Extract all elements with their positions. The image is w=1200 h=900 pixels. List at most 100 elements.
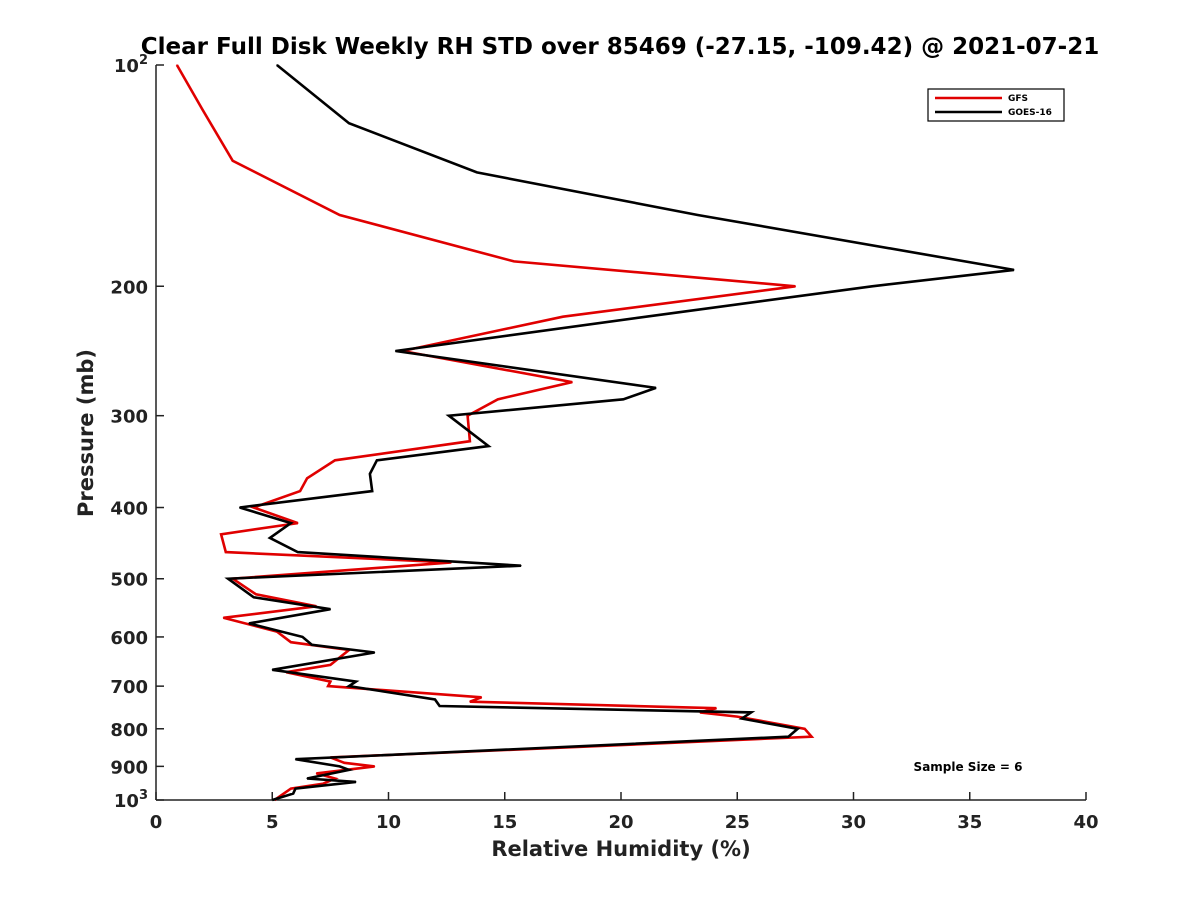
- data-point-goes-16: [1013, 269, 1015, 271]
- data-point-goes-16: [376, 459, 378, 461]
- legend-label-gfs: GFS: [1008, 94, 1028, 104]
- legend: GFS GOES-16: [927, 88, 1065, 122]
- data-point-gfs: [255, 593, 257, 595]
- data-point-goes-16: [301, 636, 304, 638]
- data-point-gfs: [334, 777, 336, 780]
- data-point-gfs: [329, 664, 331, 666]
- data-point-gfs: [374, 765, 376, 768]
- y-tick-label: 102: [114, 53, 148, 77]
- data-point-gfs: [290, 641, 292, 643]
- data-point-gfs: [571, 381, 573, 383]
- data-point-goes-16: [369, 473, 371, 475]
- data-point-goes-16: [439, 705, 441, 707]
- data-point-gfs: [232, 160, 234, 162]
- y-axis-label: Pressure (mb): [74, 349, 98, 517]
- data-point-gfs: [467, 415, 469, 417]
- x-tick-label: 30: [841, 812, 866, 833]
- data-point-goes-16: [339, 765, 341, 768]
- data-point-gfs: [201, 109, 204, 111]
- data-point-goes-16: [394, 350, 397, 352]
- data-point-goes-16: [655, 387, 657, 389]
- data-point-gfs: [329, 681, 331, 683]
- y-tick-label: 600: [110, 628, 148, 649]
- data-point-goes-16: [271, 669, 273, 671]
- y-axis-ticks: 102 200 300 400 500 600 700 800 900 103: [110, 53, 164, 812]
- x-tick-label: 25: [725, 812, 750, 833]
- data-point-goes-16: [276, 64, 278, 66]
- data-point-gfs: [794, 285, 797, 287]
- data-point-goes-16: [292, 793, 294, 795]
- data-point-gfs: [253, 506, 255, 509]
- data-point-gfs: [562, 316, 564, 318]
- data-point-goes-16: [666, 313, 669, 315]
- data-point-gfs: [497, 398, 499, 400]
- data-point-goes-16: [487, 445, 490, 447]
- data-point-gfs: [220, 533, 222, 535]
- legend-label-goes-16: GOES-16: [1008, 108, 1052, 118]
- chart-title: Clear Full Disk Weekly RH STD over 85469…: [141, 34, 1099, 60]
- y-tick-label: 300: [110, 407, 148, 428]
- data-point-goes-16: [248, 622, 250, 625]
- data-point-goes-16: [294, 788, 297, 790]
- data-point-gfs: [343, 762, 345, 764]
- data-point-goes-16: [750, 711, 752, 714]
- data-point-gfs: [225, 551, 227, 553]
- data-point-goes-16: [348, 685, 350, 687]
- x-tick-label: 10: [376, 812, 401, 833]
- data-point-goes-16: [227, 578, 229, 580]
- data-point-goes-16: [306, 777, 308, 780]
- y-tick-label: 800: [110, 720, 148, 741]
- series-layer: [175, 63, 1015, 802]
- x-tick-label: 0: [150, 812, 163, 833]
- data-point-goes-16: [787, 736, 790, 738]
- data-point-goes-16: [476, 171, 478, 173]
- data-point-gfs: [290, 788, 292, 790]
- data-point-goes-16: [297, 551, 299, 553]
- y-tick-label: 103: [114, 788, 148, 812]
- data-point-gfs: [306, 477, 308, 479]
- data-point-gfs: [513, 260, 515, 262]
- x-tick-label: 20: [608, 812, 633, 833]
- data-point-gfs: [469, 440, 471, 442]
- data-point-goes-16: [797, 728, 799, 730]
- data-point-gfs: [327, 685, 329, 687]
- x-tick-label: 35: [957, 812, 982, 833]
- data-point-gfs: [322, 783, 324, 785]
- x-axis-ticks: 0 5 10 15 20 25 30 35 40: [150, 792, 1099, 833]
- data-point-goes-16: [434, 698, 436, 701]
- data-point-gfs: [339, 214, 341, 216]
- x-axis-label: Relative Humidity (%): [491, 837, 750, 861]
- data-point-goes-16: [271, 799, 273, 801]
- data-point-gfs: [736, 716, 738, 718]
- data-point-gfs: [297, 522, 299, 524]
- data-point-goes-16: [239, 506, 241, 509]
- y-tick-label: 700: [110, 677, 148, 698]
- x-tick-label: 15: [492, 812, 517, 833]
- data-point-gfs: [315, 772, 317, 775]
- data-point-goes-16: [290, 522, 292, 524]
- data-point-gfs: [299, 490, 301, 492]
- data-point-goes-16: [448, 415, 450, 417]
- data-point-goes-16: [253, 596, 255, 598]
- data-point-gfs: [480, 696, 483, 698]
- data-point-gfs: [804, 728, 806, 730]
- x-tick-label: 5: [266, 812, 279, 833]
- data-point-goes-16: [622, 398, 624, 400]
- data-point-goes-16: [371, 490, 373, 492]
- data-point-goes-16: [348, 122, 350, 124]
- y-tick-label: 400: [110, 499, 148, 520]
- data-point-goes-16: [294, 758, 297, 760]
- data-point-goes-16: [269, 537, 271, 539]
- data-point-goes-16: [741, 718, 743, 720]
- data-point-gfs: [469, 701, 471, 703]
- x-tick-label: 40: [1073, 812, 1098, 833]
- data-point-goes-16: [348, 769, 350, 771]
- data-point-gfs: [715, 707, 717, 709]
- data-point-goes-16: [697, 214, 699, 216]
- data-point-goes-16: [520, 565, 522, 567]
- data-point-goes-16: [374, 651, 376, 654]
- y-tick-label: 900: [110, 757, 148, 778]
- data-point-goes-16: [355, 781, 357, 783]
